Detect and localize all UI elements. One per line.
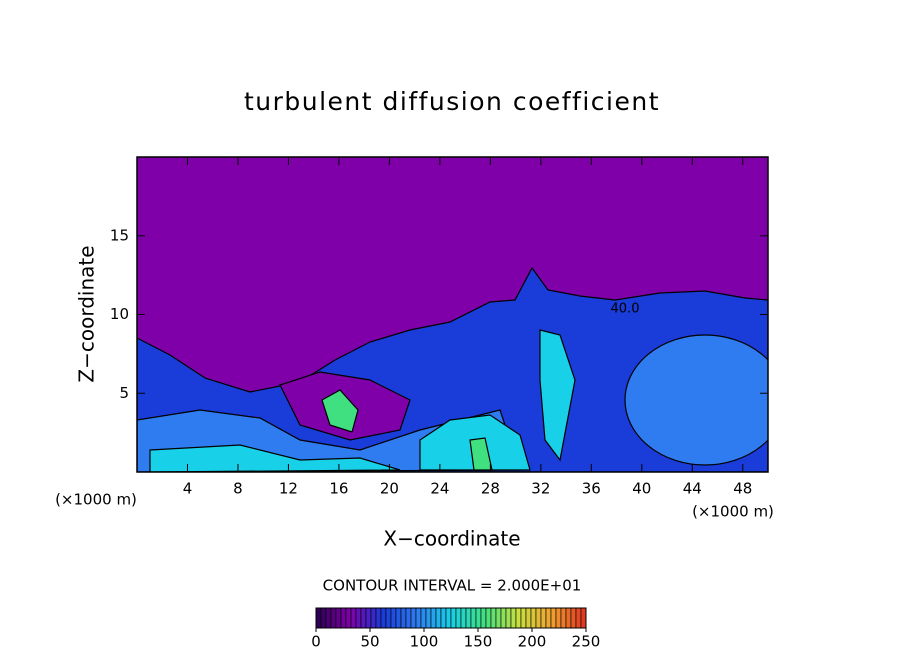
field-region bbox=[137, 266, 768, 472]
field-region bbox=[539, 329, 576, 462]
y-tick-label: 15 bbox=[110, 226, 129, 244]
field-region bbox=[149, 444, 401, 472]
colorbar-tick-label: 200 bbox=[518, 633, 547, 651]
colorbar-swatch bbox=[525, 607, 532, 629]
colorbar-tick-label: 50 bbox=[360, 633, 379, 651]
colorbar-swatch bbox=[455, 607, 462, 629]
colorbar-swatch bbox=[465, 607, 472, 629]
colorbar-swatch bbox=[380, 607, 387, 629]
colorbar-tick-label: 100 bbox=[410, 633, 439, 651]
colorbar-swatch bbox=[340, 607, 347, 629]
field-region bbox=[624, 334, 768, 466]
colorbar-swatch bbox=[350, 607, 357, 629]
colorbar-swatch bbox=[360, 607, 367, 629]
x-tick-label: 28 bbox=[481, 480, 500, 498]
colorbar-tick-label: 150 bbox=[464, 633, 493, 651]
x-tick-label: 16 bbox=[329, 480, 348, 498]
colorbar-swatch bbox=[405, 607, 412, 629]
contour-label: 40.0 bbox=[611, 302, 640, 317]
colorbar-swatch bbox=[495, 607, 502, 629]
colorbar-swatch bbox=[510, 607, 517, 629]
colorbar-swatch bbox=[435, 607, 442, 629]
colorbar-swatch bbox=[485, 607, 492, 629]
y-tick-label: 5 bbox=[119, 384, 129, 402]
x-tick-label: 8 bbox=[233, 480, 243, 498]
colorbar-swatch bbox=[320, 607, 327, 629]
colorbar: 0 50 100 150 200 250 bbox=[311, 607, 601, 651]
colorbar-swatch bbox=[355, 607, 362, 629]
x-unit-label: (×1000 m) bbox=[692, 503, 774, 521]
colorbar-tick-label: 250 bbox=[572, 633, 601, 651]
x-tick-label: 32 bbox=[531, 480, 550, 498]
colorbar-swatch bbox=[345, 607, 352, 629]
colorbar-frame bbox=[315, 607, 587, 629]
colorbar-swatch bbox=[330, 607, 337, 629]
field-region bbox=[469, 437, 493, 471]
colorbar-swatch bbox=[545, 607, 552, 629]
colorbar-swatch bbox=[550, 607, 557, 629]
colorbar-swatch bbox=[480, 607, 487, 629]
colorbar-swatch bbox=[470, 607, 477, 629]
x-tick-label: 40 bbox=[632, 480, 651, 498]
colorbar-swatch bbox=[570, 607, 577, 629]
colorbar-swatch bbox=[530, 607, 537, 629]
colorbar-swatch bbox=[580, 607, 587, 629]
colorbar-swatch bbox=[555, 607, 562, 629]
colorbar-swatch bbox=[515, 607, 522, 629]
colorbar-swatch bbox=[460, 607, 467, 629]
y-tick-label: 10 bbox=[110, 305, 129, 323]
colorbar-swatch bbox=[425, 607, 432, 629]
colorbar-swatch bbox=[420, 607, 427, 629]
x-tick-label: 44 bbox=[683, 480, 702, 498]
colorbar-swatch bbox=[565, 607, 572, 629]
field-region bbox=[321, 389, 359, 433]
colorbar-swatch bbox=[475, 607, 482, 629]
colorbar-swatch bbox=[445, 607, 452, 629]
colorbar-swatch bbox=[385, 607, 392, 629]
x-tick-label: 12 bbox=[279, 480, 298, 498]
colorbar-swatch bbox=[560, 607, 567, 629]
chart-title: turbulent diffusion coefficient bbox=[244, 87, 660, 116]
colorbar-swatch bbox=[450, 607, 457, 629]
colorbar-swatch bbox=[535, 607, 542, 629]
contour-interval-label: CONTOUR INTERVAL = 2.000E+01 bbox=[323, 577, 582, 595]
colorbar-swatch bbox=[335, 607, 342, 629]
colorbar-swatch bbox=[390, 607, 397, 629]
colorbar-swatch bbox=[500, 607, 507, 629]
colorbar-swatch bbox=[505, 607, 512, 629]
x-tick-label: 4 bbox=[183, 480, 193, 498]
colorbar-swatch bbox=[540, 607, 547, 629]
contour-field bbox=[137, 157, 768, 472]
colorbar-swatch bbox=[315, 607, 322, 629]
colorbar-swatch bbox=[440, 607, 447, 629]
x-tick-label: 24 bbox=[430, 480, 449, 498]
colorbar-swatch bbox=[520, 607, 527, 629]
y-axis-label: Z−coordinate bbox=[75, 245, 99, 382]
x-axis-label: X−coordinate bbox=[383, 527, 520, 551]
colorbar-swatch bbox=[365, 607, 372, 629]
x-unit-label: (×1000 m) bbox=[55, 491, 137, 509]
colorbar-swatch bbox=[430, 607, 437, 629]
x-tick-label: 48 bbox=[733, 480, 752, 498]
colorbar-swatch bbox=[575, 607, 582, 629]
colorbar-swatch bbox=[490, 607, 497, 629]
colorbar-swatch bbox=[325, 607, 332, 629]
colorbar-swatch bbox=[395, 607, 402, 629]
colorbar-tick-label: 0 bbox=[311, 633, 321, 651]
colorbar-swatch bbox=[375, 607, 382, 629]
x-tick-label: 20 bbox=[380, 480, 399, 498]
colorbar-swatch bbox=[415, 607, 422, 629]
colorbar-swatch bbox=[370, 607, 377, 629]
colorbar-swatch bbox=[410, 607, 417, 629]
colorbar-swatch bbox=[400, 607, 407, 629]
x-tick-label: 36 bbox=[582, 480, 601, 498]
